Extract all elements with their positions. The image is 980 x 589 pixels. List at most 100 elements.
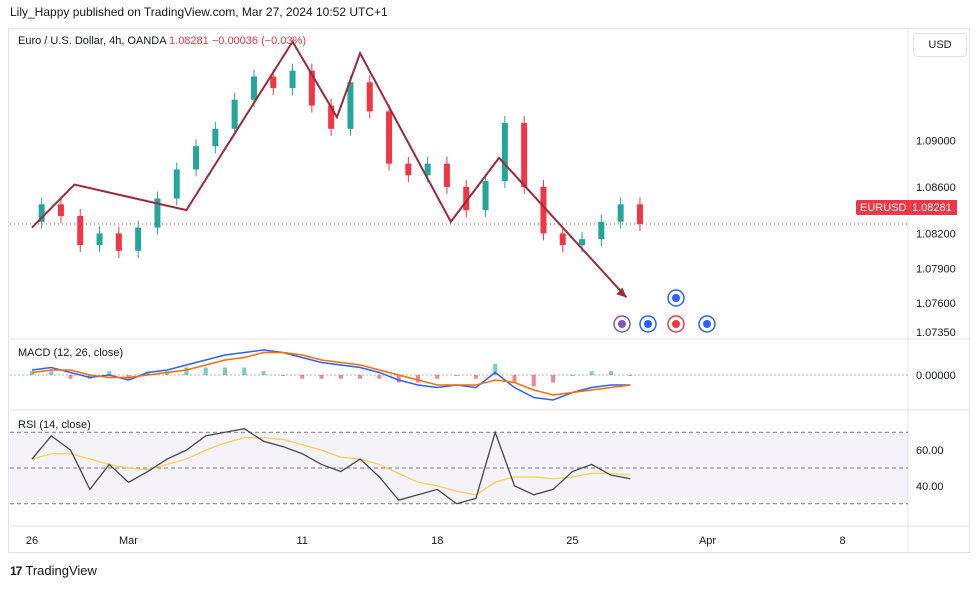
macd-histogram-bar	[589, 371, 594, 375]
legend-price: 1.08281	[169, 35, 209, 47]
candle-body	[135, 227, 142, 251]
candle-body	[405, 163, 412, 176]
date-tick-label: 8	[840, 535, 846, 547]
macd-line	[31, 349, 631, 401]
candle-body	[463, 186, 470, 211]
candle-body	[154, 198, 161, 228]
rsi-tick-label: 40.00	[916, 481, 944, 493]
macd-histogram-bar	[319, 375, 324, 379]
candle-body	[96, 233, 103, 246]
candle-body	[212, 128, 219, 147]
candle-body	[501, 122, 508, 182]
candle-body	[328, 105, 335, 129]
publish-header: Lily_Happy published on TradingView.com,…	[10, 5, 388, 19]
macd-histogram-bar	[68, 375, 73, 379]
symbol-price-tag: EURUSD	[856, 200, 911, 215]
event-flag-icon	[703, 320, 711, 328]
currency-button[interactable]: USD	[913, 33, 967, 57]
macd-histogram-bar	[184, 367, 189, 375]
candle-body	[636, 204, 643, 225]
macd-histogram-bar	[473, 375, 478, 379]
candle-body	[308, 70, 315, 106]
date-tick-label: 25	[566, 535, 578, 547]
candle-body	[173, 169, 180, 199]
rsi-tick-label: 60.00	[916, 445, 944, 457]
candle-body	[115, 233, 122, 251]
candle-body	[366, 82, 373, 112]
macd-histogram-bar	[242, 367, 247, 375]
macd-zero-label: 0.00000	[916, 370, 956, 382]
macd-histogram-bar	[280, 375, 285, 376]
event-flag-icon	[672, 320, 680, 328]
candle-body	[540, 186, 547, 234]
analysis-path-line	[31, 39, 628, 298]
candle-body	[521, 122, 528, 187]
date-tick-label: Mar	[119, 535, 138, 547]
macd-histogram-bar	[107, 371, 112, 375]
date-tick-label: 11	[296, 535, 307, 547]
macd-histogram-bar	[358, 375, 363, 379]
price-tick-label: 1.07900	[916, 263, 956, 275]
rsi-ma-line	[31, 436, 631, 496]
macd-histogram-bar	[338, 375, 343, 379]
rsi-title: RSI (14, close)	[18, 419, 91, 431]
price-tick-label: 1.08200	[916, 228, 956, 240]
macd-histogram-bar	[493, 363, 498, 375]
macd-histogram-bar	[551, 375, 556, 383]
candle-body	[443, 163, 450, 187]
event-flag-icon	[644, 320, 652, 328]
candle-body	[77, 215, 84, 246]
footer-brand[interactable]: 17 TradingView	[10, 563, 97, 578]
macd-histogram-bar	[454, 375, 459, 376]
candle-body	[386, 111, 393, 164]
macd-histogram-bar	[396, 375, 401, 383]
legend-change: −0.00036 (−0.03%)	[211, 35, 307, 47]
candle-body	[579, 239, 586, 246]
macd-histogram-bar	[609, 371, 613, 375]
current-price-tag: 1.08281	[907, 200, 957, 215]
candle-body	[289, 70, 296, 89]
candle-body	[424, 163, 431, 176]
macd-signal-line	[31, 351, 631, 396]
price-tick-label: 1.08600	[916, 182, 956, 194]
price-tick-label: 1.09000	[916, 135, 956, 147]
price-tick-label: 1.07350	[916, 327, 956, 339]
candle-body	[559, 233, 566, 246]
candle-body	[193, 146, 200, 170]
legend-symbol: Euro / U.S. Dollar, 4h, OANDA	[18, 35, 166, 47]
macd-histogram-bar	[203, 367, 208, 375]
macd-histogram-bar	[223, 367, 227, 375]
macd-histogram-bar	[628, 375, 633, 376]
price-tick-label: 1.07600	[916, 298, 956, 310]
brand-text: TradingView	[25, 563, 97, 578]
macd-histogram-bar	[49, 371, 54, 375]
candle-body	[57, 204, 64, 216]
macd-histogram-bar	[531, 375, 536, 387]
chart-frame	[8, 28, 970, 553]
macd-histogram-bar	[570, 375, 575, 376]
date-tick-label: 18	[431, 535, 443, 547]
candle-body	[482, 181, 489, 211]
candle-body	[347, 82, 354, 129]
tradingview-logo-icon: 17	[10, 563, 22, 578]
macd-histogram-bar	[416, 375, 420, 383]
macd-histogram-bar	[261, 371, 266, 375]
rsi-line	[31, 428, 631, 505]
date-tick-label: 26	[26, 535, 38, 547]
event-flag-icon	[672, 294, 680, 302]
macd-title: MACD (12, 26, close)	[18, 347, 124, 359]
candle-body	[231, 99, 238, 129]
macd-histogram-bar	[377, 375, 382, 379]
date-tick-label: Apr	[699, 535, 716, 547]
candle-body	[270, 76, 277, 89]
macd-histogram-bar	[512, 375, 517, 383]
candle-body	[250, 76, 257, 100]
macd-histogram-bar	[300, 375, 305, 379]
arrow-head-icon	[616, 287, 627, 298]
main-legend: Euro / U.S. Dollar, 4h, OANDA 1.08281 −0…	[18, 35, 306, 47]
candle-body	[598, 221, 605, 240]
macd-histogram-bar	[435, 375, 440, 379]
candle-body	[617, 204, 624, 222]
event-flag-icon	[618, 320, 626, 328]
